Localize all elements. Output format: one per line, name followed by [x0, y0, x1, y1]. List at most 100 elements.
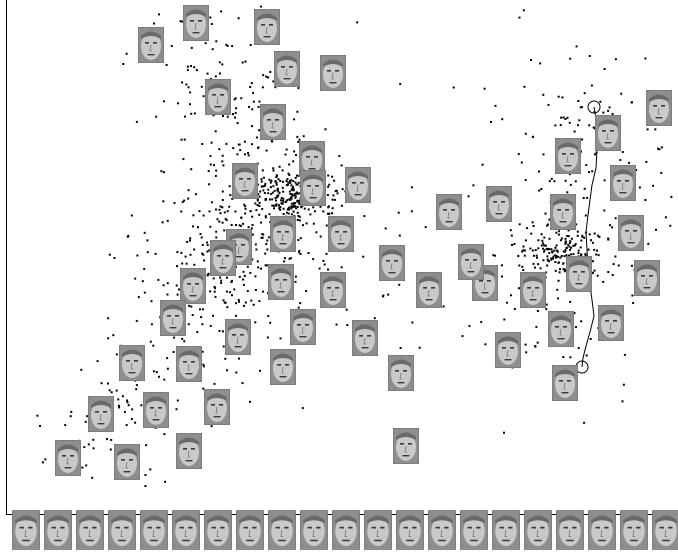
scatter-point: [260, 180, 263, 183]
scatter-point: [282, 180, 284, 183]
scatter-point: [166, 367, 169, 370]
scatter-point: [301, 407, 304, 410]
scatter-point: [578, 119, 581, 122]
scatter-point: [559, 124, 562, 127]
scatter-point: [442, 305, 445, 308]
scatter-point: [291, 193, 294, 196]
scatter-point: [563, 270, 566, 273]
scatter-point: [331, 175, 334, 178]
scatter-point: [592, 260, 594, 263]
scatter-point: [208, 210, 211, 213]
scatter-point: [257, 106, 260, 108]
scatter-point: [575, 45, 578, 48]
scatter-point: [154, 252, 157, 255]
scatter-point: [328, 212, 331, 215]
filmstrip-frame: [364, 510, 392, 550]
scatter-point: [283, 257, 286, 260]
scatter-point: [660, 171, 663, 174]
scatter-point: [186, 65, 189, 68]
scatter-point: [187, 189, 190, 192]
scatter-point: [239, 149, 242, 152]
scatter-point: [565, 247, 568, 250]
scatter-point: [546, 258, 549, 261]
scatter-point: [546, 224, 549, 227]
scatter-point: [250, 82, 253, 85]
scatter-point: [547, 103, 550, 106]
scatter-point: [297, 87, 300, 90]
scatter-point: [202, 95, 205, 98]
scatter-point: [583, 92, 586, 95]
scatter-point: [274, 86, 277, 89]
scatter-point: [294, 181, 297, 184]
scatter-point: [315, 231, 318, 234]
scatter-point: [307, 252, 310, 254]
scatter-point: [162, 100, 165, 103]
scatter-point: [568, 173, 571, 176]
scatter-point: [249, 210, 252, 213]
scatter-point: [137, 296, 140, 299]
scatter-point: [289, 180, 291, 182]
scatter-point: [547, 223, 549, 226]
scatter-point: [575, 326, 577, 329]
scatter-point: [572, 253, 575, 256]
scatter-point: [570, 246, 573, 249]
scatter-point: [229, 194, 232, 196]
scatter-point: [635, 169, 638, 171]
face-thumbnail: [610, 165, 636, 201]
scatter-point: [100, 382, 103, 385]
scatter-point: [292, 189, 295, 192]
scatter-point: [185, 262, 188, 265]
scatter-point: [228, 185, 231, 188]
scatter-point: [356, 21, 359, 24]
scatter-point: [597, 234, 600, 237]
face-thumbnail: [486, 186, 512, 222]
scatter-point: [557, 297, 560, 300]
scatter-point: [607, 271, 610, 273]
scatter-point: [559, 239, 562, 242]
scatter-point: [192, 225, 194, 228]
scatter-point: [155, 115, 158, 118]
scatter-point: [563, 255, 566, 258]
scatter-point: [221, 221, 224, 224]
scatter-point: [548, 252, 551, 254]
scatter-point: [294, 280, 297, 283]
scatter-point: [294, 195, 297, 198]
scatter-point: [218, 61, 221, 64]
scatter-point: [221, 63, 224, 66]
scatter-point: [611, 113, 614, 116]
scatter-point: [287, 172, 290, 175]
scatter-point: [110, 438, 113, 441]
scatter-point: [274, 197, 277, 199]
scatter-point: [569, 57, 572, 60]
scatter-point: [490, 120, 492, 123]
scatter-point: [247, 152, 249, 154]
scatter-point: [670, 195, 673, 198]
face-thumbnail: [160, 300, 186, 336]
scatter-point: [603, 179, 606, 182]
scatter-point: [557, 279, 560, 282]
scatter-point: [579, 106, 582, 109]
scatter-point: [555, 244, 558, 247]
face-thumbnail: [138, 27, 164, 63]
scatter-point: [278, 165, 281, 168]
scatter-point: [276, 189, 279, 192]
scatter-point: [200, 236, 203, 239]
face-thumbnail: [225, 319, 251, 355]
scatter-point: [229, 291, 232, 294]
scatter-point: [212, 277, 215, 280]
scatter-point: [261, 208, 264, 210]
face-thumbnail: [566, 256, 592, 292]
scatter-point: [231, 294, 233, 297]
scatter-point: [92, 447, 95, 450]
scatter-point: [202, 387, 205, 390]
scatter-point: [558, 261, 560, 264]
scatter-point: [110, 391, 113, 394]
scatter-point: [249, 86, 252, 88]
scatter-point: [297, 306, 300, 309]
face-thumbnail: [119, 345, 145, 381]
scatter-point: [535, 325, 538, 328]
scatter-point: [267, 315, 270, 318]
scatter-point: [244, 301, 247, 304]
scatter-point: [179, 20, 182, 23]
scatter-point: [180, 251, 183, 254]
